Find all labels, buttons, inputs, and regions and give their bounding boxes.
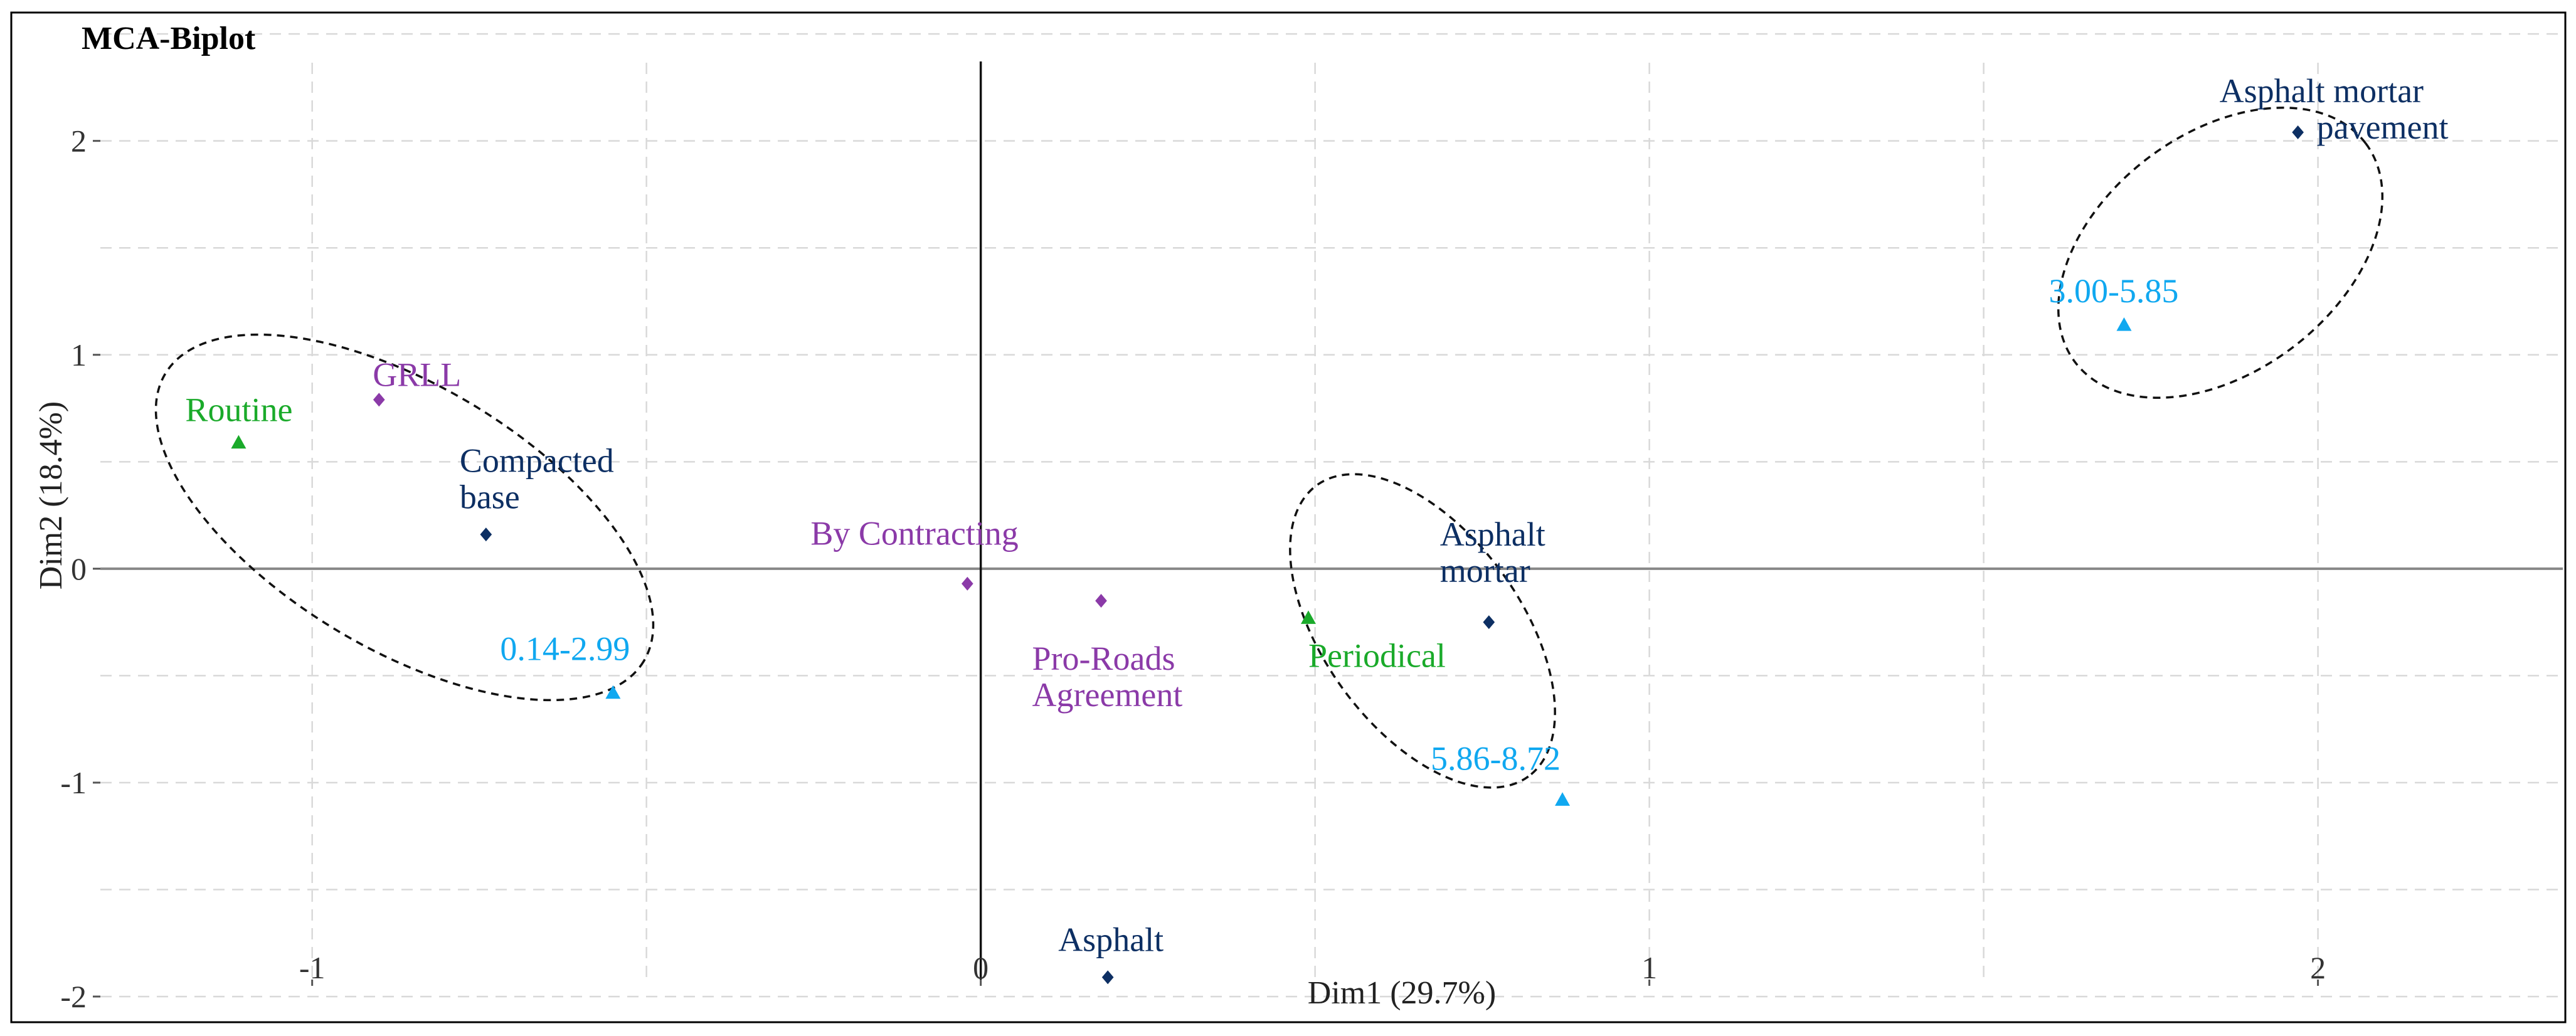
point-label-line: 5.86-8.72 <box>1431 739 1561 777</box>
point-label-3-00-5-85: 3.00-5.85 <box>2049 272 2178 310</box>
y-tick-label: 0 <box>71 551 87 586</box>
point-marker-asphalt-mortar <box>1483 615 1495 630</box>
point-label-compacted-base: Compacted base <box>460 441 614 515</box>
point-label-line: mortar <box>1440 552 1530 589</box>
point-marker-pro-roads-agreement <box>1095 594 1107 608</box>
point-label-line: pavement <box>2317 108 2449 146</box>
point-marker-5-86-8-72 <box>1555 792 1571 806</box>
point-marker-grll <box>373 393 385 407</box>
point-label-asphalt-mortar: Asphalt mortar <box>1440 515 1545 589</box>
point-marker-periodical <box>1300 610 1316 624</box>
x-axis-title: Dim1 (29.7%) <box>1308 975 1496 1011</box>
point-label-periodical: Periodical <box>1308 637 1446 674</box>
x-tick-label: 0 <box>973 950 989 985</box>
point-marker-0-14-2-99 <box>605 685 621 699</box>
y-tick-label: 1 <box>71 337 87 373</box>
point-label-line: 0.14-2.99 <box>500 630 630 668</box>
point-label-line: Compacted <box>460 441 614 479</box>
point-label-line: Asphalt <box>1440 515 1545 553</box>
point-label-pro-roads-agreement: Pro-Roads Agreement <box>1032 640 1183 714</box>
point-marker-asphalt-mortar-pavement <box>2292 125 2304 140</box>
axes <box>100 61 2563 980</box>
y-tick-label: -1 <box>60 765 87 800</box>
x-tick-label: 2 <box>2310 950 2326 985</box>
point-label-line: Agreement <box>1032 676 1183 714</box>
x-tick-label: 1 <box>1641 950 1657 985</box>
point-label-line: Routine <box>185 391 292 429</box>
plot-border <box>10 11 2567 1023</box>
point-label-line: Pro-Roads <box>1032 640 1175 677</box>
point-marker-routine <box>231 435 246 449</box>
y-tick-label: 2 <box>71 124 87 159</box>
x-tick-label: -1 <box>299 950 326 985</box>
point-label-routine: Routine <box>185 391 292 429</box>
chart-title: MCA-Biplot <box>82 21 256 56</box>
point-label-asphalt-mortar-pavement: Asphalt mortar pavement <box>2220 72 2449 146</box>
point-label-0-14-2-99: 0.14-2.99 <box>500 630 630 668</box>
point-label-grll: GRLL <box>373 356 461 393</box>
point-label-line: By Contracting <box>810 515 1018 552</box>
tick-labels: -1 0 1 2 -2 -1 0 1 2 <box>60 124 2326 1014</box>
point-marker-compacted-base <box>480 527 492 542</box>
point-label-by-contracting: By Contracting <box>810 515 1018 552</box>
point-label-line: Asphalt mortar <box>2220 72 2424 110</box>
point-marker-by-contracting <box>961 576 973 591</box>
point-label-5-86-8-72: 5.86-8.72 <box>1431 739 1561 777</box>
cluster-ellipse-middle <box>1289 473 1556 789</box>
point-marker-3-00-5-85 <box>2116 317 2132 331</box>
point-label-line: 3.00-5.85 <box>2049 272 2178 310</box>
point-label-line: Periodical <box>1308 637 1446 674</box>
y-tick-label: -2 <box>60 979 87 1014</box>
point-label-asphalt: Asphalt <box>1058 921 1163 958</box>
point-label-line: Asphalt <box>1058 921 1163 958</box>
cluster-ellipse-right <box>2057 106 2384 399</box>
y-axis-title: Dim2 (18.4%) <box>33 401 69 589</box>
point-label-line: GRLL <box>373 356 461 393</box>
grid <box>100 33 2563 998</box>
point-label-line: base <box>460 478 520 515</box>
cluster-ellipse-left <box>154 333 655 702</box>
cluster-ellipses <box>154 106 2384 789</box>
point-marker-asphalt <box>1101 970 1114 985</box>
